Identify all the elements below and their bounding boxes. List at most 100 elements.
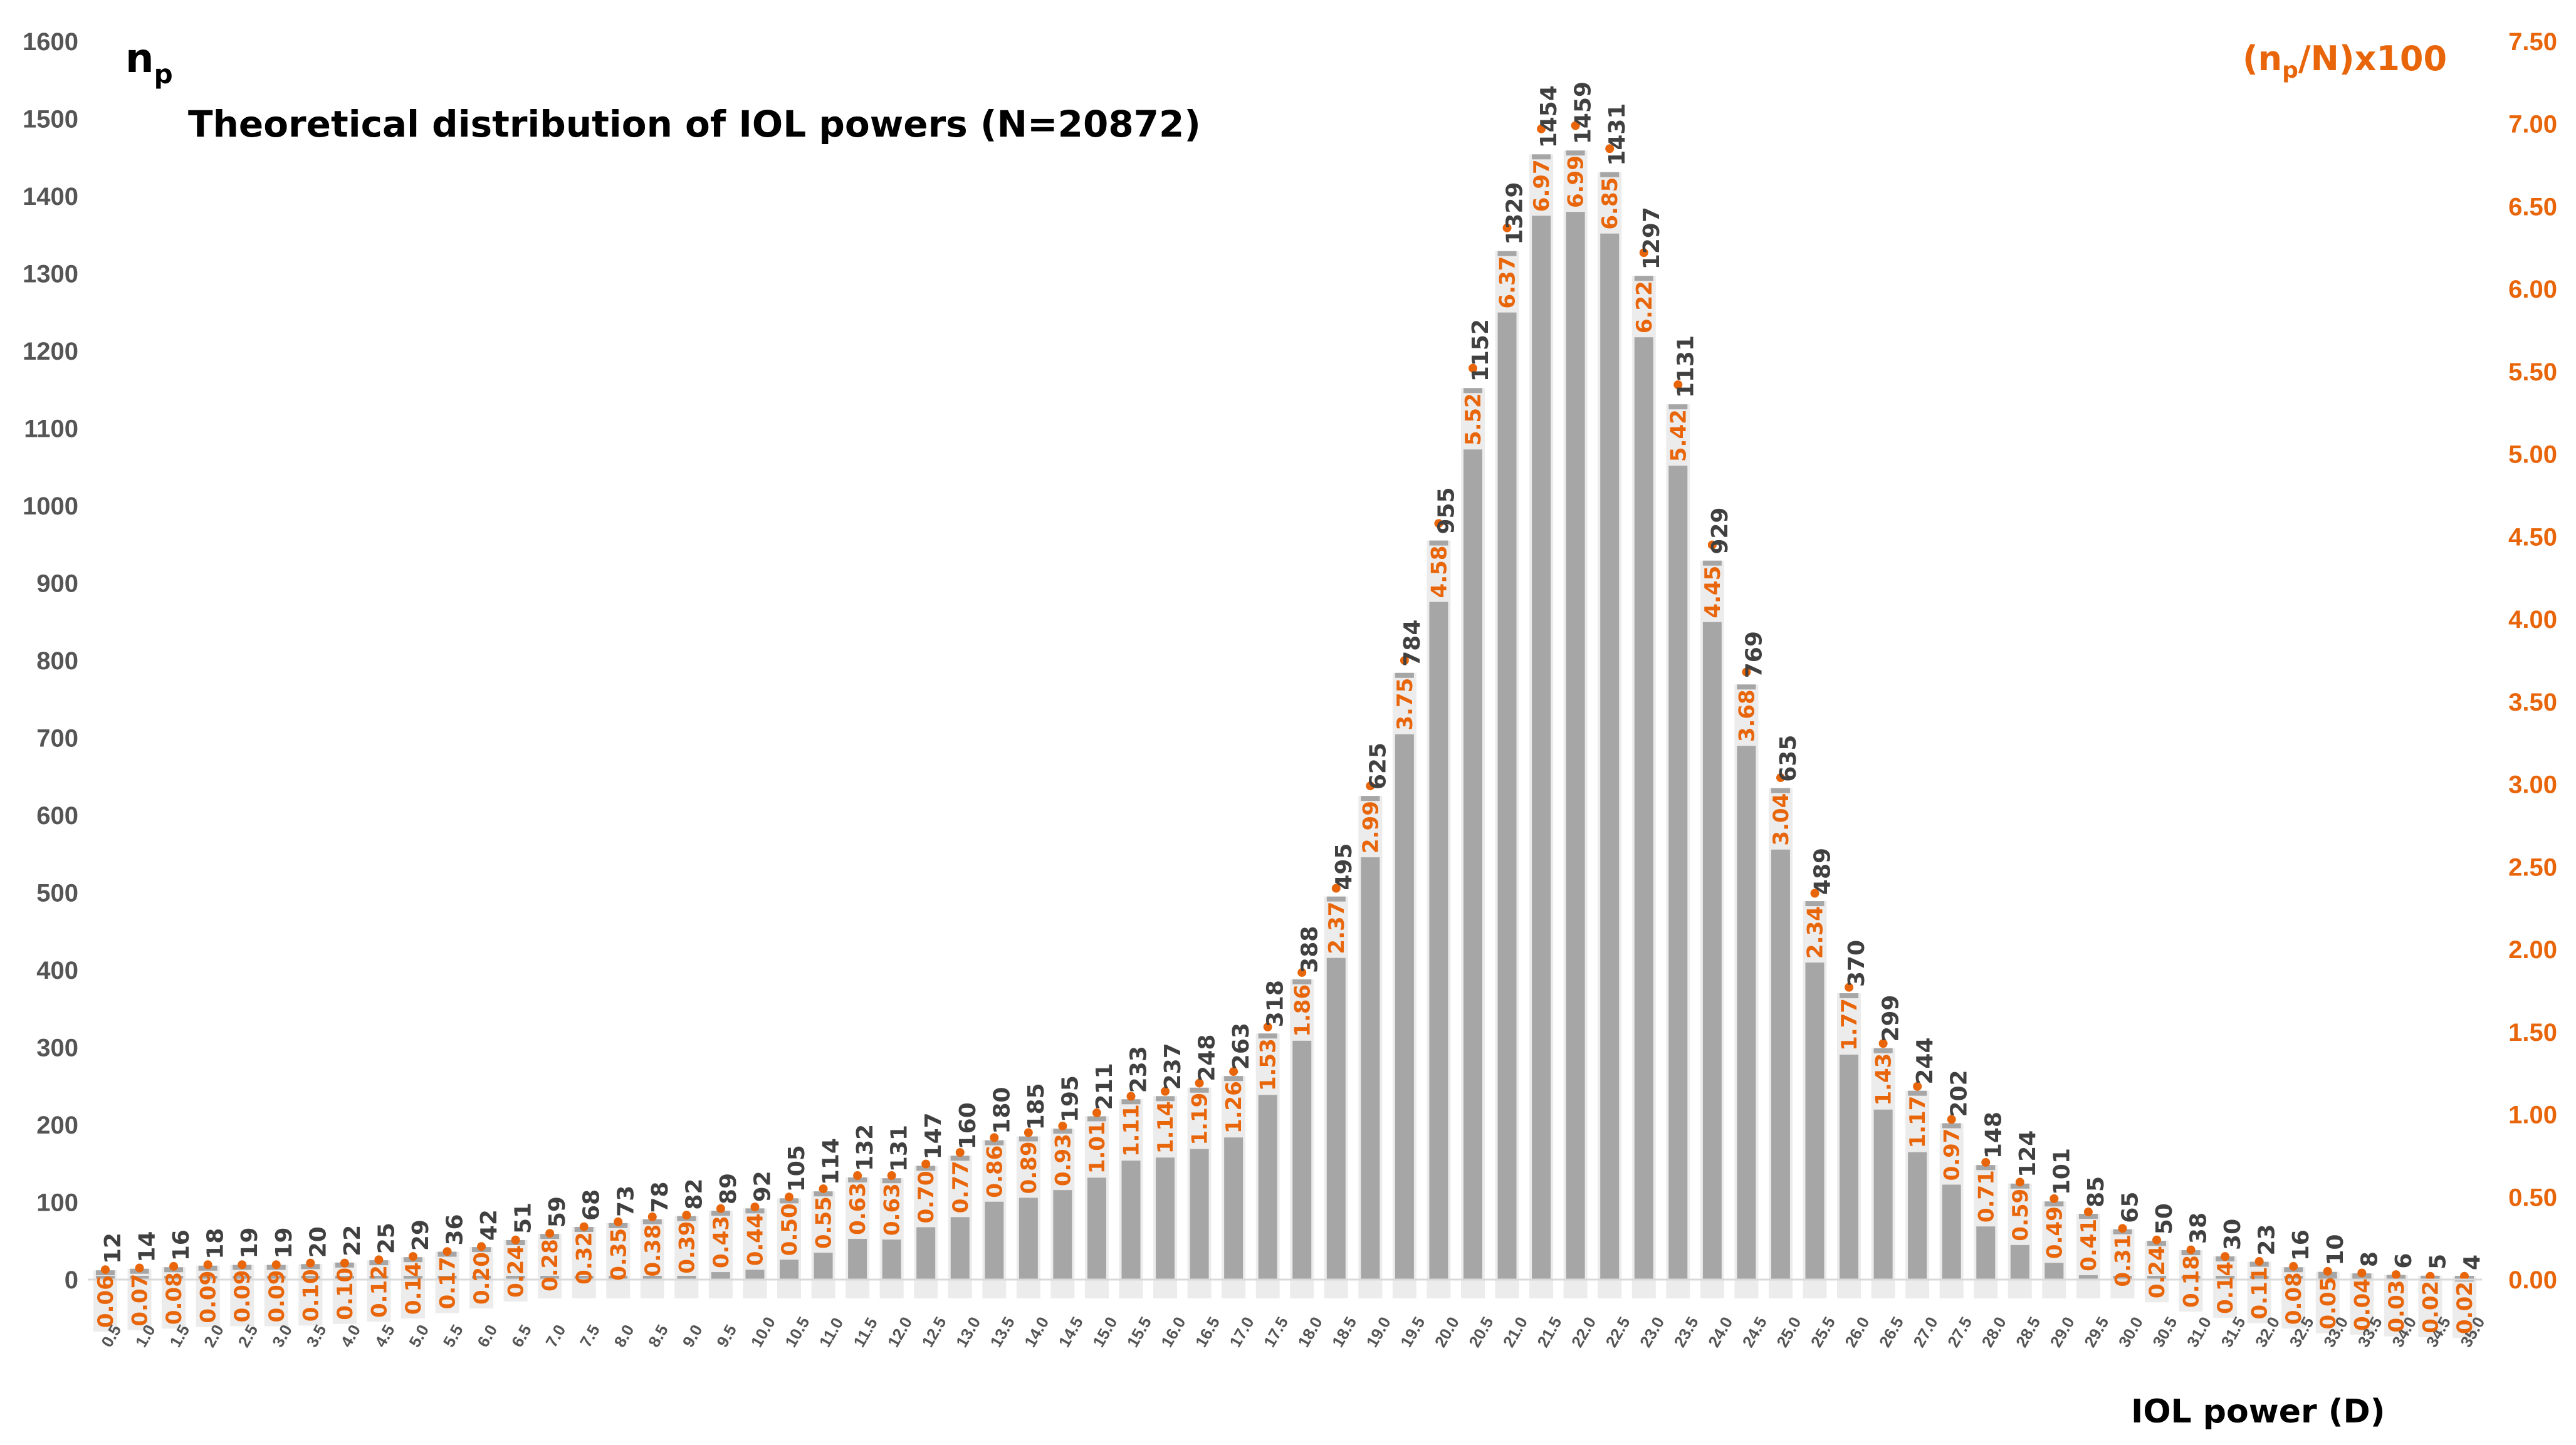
count-labels: 12 14 16 18 19 19 20 22 25 29 36 42 51 59 68 73 78 82 89 92… xyxy=(100,81,2485,1270)
pct-marker xyxy=(1126,1092,1136,1101)
y-tick-right: 5.50 xyxy=(2508,358,2557,386)
count-label: 30 xyxy=(2220,1219,2246,1250)
pct-marker xyxy=(716,1204,725,1213)
pct-marker xyxy=(203,1260,212,1270)
x-tick-label: 29.0 xyxy=(2046,1313,2078,1350)
count-label: 68 xyxy=(579,1189,605,1221)
x-tick-label: 18.0 xyxy=(1294,1313,1326,1350)
count-label: 160 xyxy=(955,1102,981,1149)
x-tick-label: 27.5 xyxy=(1944,1313,1976,1350)
pct-marker xyxy=(2152,1235,2161,1244)
pct-label-box xyxy=(640,1219,664,1298)
bar xyxy=(882,1239,901,1280)
count-label: 195 xyxy=(1057,1075,1083,1122)
x-tick-label: 31.5 xyxy=(2217,1313,2249,1350)
count-label: 73 xyxy=(613,1186,639,1217)
x-tick-label: 5.0 xyxy=(405,1322,432,1350)
bar xyxy=(2216,1276,2235,1280)
count-label: 78 xyxy=(647,1182,673,1213)
bar xyxy=(1156,1157,1175,1280)
bar xyxy=(403,1276,422,1280)
bar-cap xyxy=(1942,1123,1961,1129)
pct-marker xyxy=(1434,519,1443,528)
pct-label-box xyxy=(230,1265,254,1327)
pct-marker xyxy=(1297,968,1307,977)
x-tick-label: 23.0 xyxy=(1636,1313,1668,1350)
percent-label: 0.86 xyxy=(982,1145,1007,1198)
count-label: 180 xyxy=(989,1087,1015,1134)
count-label: 50 xyxy=(2152,1203,2177,1234)
percent-label: 1.53 xyxy=(1256,1038,1281,1091)
bar-cap xyxy=(1156,1096,1175,1102)
pct-label-box xyxy=(332,1262,357,1324)
percent-label: 0.24 xyxy=(2145,1246,2170,1298)
bar-cap xyxy=(1566,150,1585,156)
pct-marker xyxy=(955,1148,965,1157)
pct-marker xyxy=(1502,223,1512,232)
bar-cap xyxy=(1771,788,1790,793)
pct-marker xyxy=(853,1171,862,1181)
pct-marker xyxy=(2221,1252,2230,1261)
count-label: 244 xyxy=(1912,1038,1938,1085)
bar xyxy=(1429,602,1448,1280)
pct-marker xyxy=(1878,1039,1888,1048)
percent-label: 1.14 xyxy=(1153,1101,1178,1154)
bar xyxy=(472,1276,491,1280)
pct-label-box xyxy=(401,1257,425,1319)
count-label: 1131 xyxy=(1673,335,1699,398)
x-tick-label: 13.5 xyxy=(987,1313,1018,1350)
pct-marker xyxy=(442,1247,452,1256)
percent-label: 1.11 xyxy=(1119,1104,1144,1157)
bar xyxy=(2318,1276,2337,1280)
count-label: 625 xyxy=(1365,743,1391,790)
x-tick-label: 9.5 xyxy=(713,1322,740,1350)
pct-marker xyxy=(614,1217,623,1226)
bar xyxy=(1190,1149,1209,1280)
bar xyxy=(642,1276,662,1280)
bar-cap xyxy=(1429,540,1448,546)
y-tick-left: 1500 xyxy=(23,106,78,133)
y-tick-left: 1100 xyxy=(24,415,78,443)
count-label: 388 xyxy=(1297,926,1322,973)
percent-label: 0.77 xyxy=(948,1161,973,1213)
y-tick-left: 0 xyxy=(65,1266,78,1294)
bar xyxy=(1702,622,1722,1280)
count-label: 929 xyxy=(1707,508,1733,555)
bar-cap xyxy=(1634,276,1653,281)
bar xyxy=(1121,1161,1141,1280)
bar xyxy=(1976,1226,1996,1280)
count-label: 248 xyxy=(1195,1035,1220,1082)
count-label: 59 xyxy=(545,1196,570,1228)
x-axis-ticks: 0.5 1.0 1.5 2.0 2.5 3.0 3.5 4.0 4.5 5.0 5.5 6.0 6.5 7… xyxy=(97,1313,2488,1350)
y-tick-right: 1.00 xyxy=(2508,1102,2557,1129)
bar xyxy=(233,1276,252,1280)
percent-label: 1.01 xyxy=(1085,1121,1110,1174)
x-tick-label: 25.5 xyxy=(1807,1313,1839,1350)
percent-label: 0.59 xyxy=(2008,1189,2033,1241)
bar-cap xyxy=(1018,1136,1038,1142)
bar xyxy=(506,1276,525,1280)
count-label: 784 xyxy=(1400,620,1425,667)
count-label: 4 xyxy=(2459,1255,2485,1270)
bar xyxy=(780,1260,798,1280)
bar xyxy=(1224,1137,1243,1280)
bar xyxy=(1326,957,1346,1280)
pct-marker xyxy=(135,1263,144,1273)
bar xyxy=(1634,337,1653,1280)
pct-label-box xyxy=(743,1208,767,1298)
count-label: 92 xyxy=(750,1171,775,1202)
percent-label: 0.44 xyxy=(743,1213,768,1266)
pct-marker xyxy=(1742,667,1751,677)
percent-label: 0.24 xyxy=(504,1245,529,1298)
y-tick-left: 600 xyxy=(36,802,78,830)
x-tick-label: 21.0 xyxy=(1499,1313,1531,1350)
count-label: 19 xyxy=(237,1227,263,1258)
percent-label: 0.08 xyxy=(2281,1272,2306,1325)
count-label: 489 xyxy=(1810,848,1836,895)
x-tick-label: 7.0 xyxy=(542,1322,569,1350)
pct-label-box xyxy=(2418,1275,2442,1337)
x-tick-label: 10.5 xyxy=(781,1313,813,1350)
pct-label-box xyxy=(2179,1250,2203,1312)
pct-label-box xyxy=(264,1265,288,1327)
x-tick-label: 8.5 xyxy=(644,1322,672,1350)
